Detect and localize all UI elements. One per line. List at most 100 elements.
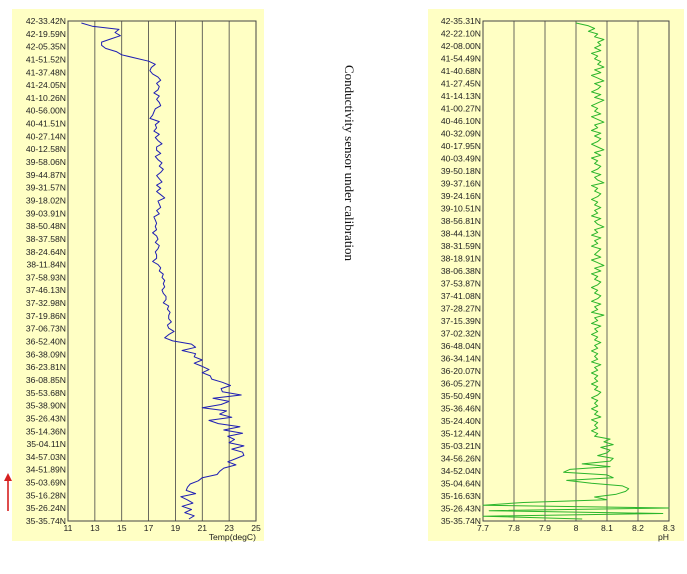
temp-y-tick-label: 37-46.13N [26, 285, 66, 295]
temp-y-tick-label: 35-53.68N [26, 388, 66, 398]
ph-series-line [482, 22, 670, 520]
temp-y-tick-label: 42-19.59N [26, 29, 66, 39]
ph-y-tick-label: 41-54.49N [441, 54, 481, 64]
ph-y-tick-label: 35-12.44N [441, 429, 481, 439]
ph-x-tick-label: 7.7 [477, 523, 489, 533]
temp-y-tick-label: 37-06.73N [26, 324, 66, 334]
temp-y-tick-label: 35-35.74N [26, 516, 66, 526]
temp-y-tick-label: 38-50.48N [26, 221, 66, 231]
ph-y-tick-label: 38-56.81N [441, 216, 481, 226]
temp-y-tick-label: 40-41.51N [26, 119, 66, 129]
temp-y-tick-label: 40-27.14N [26, 131, 66, 141]
temp-y-tick-label: 39-18.02N [26, 195, 66, 205]
ph-y-tick-label: 36-20.07N [441, 366, 481, 376]
temp-y-tick-label: 36-52.40N [26, 337, 66, 347]
ph-y-tick-label: 41-00.27N [441, 104, 481, 114]
temp-y-tick-label: 39-31.57N [26, 183, 66, 193]
ph-y-tick-label: 41-40.68N [441, 66, 481, 76]
temp-y-tick-label: 38-11.84N [27, 260, 67, 270]
temp-x-tick-label: 17 [144, 523, 154, 533]
temp-y-tick-label: 38-24.64N [26, 247, 66, 257]
temp-y-tick-label: 41-24.05N [26, 80, 66, 90]
ph-y-tick-label: 38-18.91N [441, 254, 481, 264]
temp-y-tick-label: 35-38.90N [26, 401, 66, 411]
ph-x-tick-label: 8.1 [601, 523, 613, 533]
ph-y-tick-label: 42-08.00N [441, 41, 481, 51]
ph-y-tick-label: 37-02.32N [441, 329, 481, 339]
ph-y-tick-label: 35-16.63N [441, 491, 481, 501]
ph-y-tick-label: 35-26.43N [441, 504, 481, 514]
ph-y-tick-label: 39-37.16N [441, 179, 481, 189]
temp-y-tick-label: 36-23.81N [26, 362, 66, 372]
temp-y-tick-label: 37-58.93N [26, 272, 66, 282]
temp-x-tick-label: 15 [117, 523, 127, 533]
temp-plot-frame [67, 20, 257, 522]
ph-y-tick-label: 38-44.13N [441, 229, 481, 239]
ph-y-tick-label: 40-03.49N [441, 154, 481, 164]
temp-y-tick-label: 34-51.89N [26, 465, 66, 475]
ph-y-tick-label: 34-56.26N [441, 454, 481, 464]
temp-y-tick-label: 36-38.09N [26, 349, 66, 359]
ph-y-tick-label: 39-10.51N [441, 204, 481, 214]
temp-y-tick-label: 35-03.69N [26, 478, 66, 488]
ph-y-tick-label: 35-24.40N [441, 416, 481, 426]
ph-y-tick-label: 40-32.09N [441, 129, 481, 139]
ph-chart: 7.7 7.8 7.9 8 8.1 8.2 8.3 42-35.31N 42-22.10N 42-… [441, 16, 675, 542]
ph-y-tick-label: 36-05.27N [441, 379, 481, 389]
ph-y-tick-label: 35-36.46N [441, 404, 481, 414]
temp-y-tick-label: 37-32.98N [26, 298, 66, 308]
temp-series-line [81, 22, 245, 520]
ph-y-tick-label: 35-03.21N [441, 441, 481, 451]
temp-x-axis-title: Temp(degC) [209, 532, 256, 542]
ph-y-tick-label: 35-50.49N [441, 391, 481, 401]
temperature-chart: 11 13 15 17 19 21 23 25 42-33.42N 42-19.59N 42-05.… [26, 16, 261, 542]
ph-y-tick-label: 36-34.14N [441, 354, 481, 364]
ph-y-tick-label: 41-27.45N [441, 79, 481, 89]
ph-y-tick-label: 37-15.39N [441, 316, 481, 326]
temp-y-tick-label: 35-16.28N [26, 490, 66, 500]
ph-y-tick-label: 41-14.13N [441, 91, 481, 101]
temp-y-tick-label: 36-08.85N [26, 375, 66, 385]
ph-y-tick-label: 40-46.10N [441, 116, 481, 126]
ph-x-axis-title: pH [658, 532, 669, 542]
temp-y-tick-label: 41-10.26N [26, 93, 66, 103]
side-note: Conductivity sensor under calibration [342, 65, 357, 262]
ph-x-tick-label: 7.9 [539, 523, 551, 533]
temperature-chart-panel: 11 13 15 17 19 21 23 25 42-33.42N 42-19.59N 42-05.… [12, 9, 264, 542]
temp-x-tick-label: 19 [171, 523, 181, 533]
temp-y-tick-label: 39-44.87N [26, 170, 66, 180]
ph-y-tick-label: 39-50.18N [441, 166, 481, 176]
temp-y-tick-label: 40-56.00N [26, 106, 66, 116]
temp-y-tick-label: 35-26.24N [26, 503, 66, 513]
temp-y-tick-label: 37-19.86N [26, 311, 66, 321]
temp-y-tick-label: 35-04.11N [27, 439, 67, 449]
ph-y-tick-label: 38-06.38N [441, 266, 481, 276]
temp-x-tick-label: 25 [251, 523, 261, 533]
temp-y-tick-label: 39-03.91N [26, 208, 66, 218]
ph-y-tick-label: 35-04.64N [441, 479, 481, 489]
temp-x-tick-label: 13 [90, 523, 100, 533]
temp-x-tick-label: 11 [64, 523, 73, 533]
ph-y-tick-label: 34-52.04N [441, 466, 481, 476]
ph-x-tick-label: 8 [574, 523, 579, 533]
ph-y-tick-label: 42-35.31N [441, 16, 481, 26]
ph-y-tick-label: 35-35.74N [441, 516, 481, 526]
ph-x-tick-label: 8.2 [632, 523, 644, 533]
temp-y-tick-label: 35-14.36N [26, 426, 66, 436]
arrow-head [4, 473, 12, 481]
ph-x-tick-label: 7.8 [508, 523, 520, 533]
ph-y-tick-label: 39-24.16N [441, 191, 481, 201]
ph-y-tick-label: 38-31.59N [441, 241, 481, 251]
temp-y-tick-label: 38-37.58N [26, 234, 66, 244]
ph-y-tick-label: 42-22.10N [441, 29, 481, 39]
temp-x-tick-label: 23 [224, 523, 234, 533]
ph-y-tick-label: 37-53.87N [441, 279, 481, 289]
temp-x-tick-label: 21 [198, 523, 208, 533]
temp-y-tick-label: 40-12.58N [26, 144, 66, 154]
ph-y-tick-label: 37-28.27N [441, 304, 481, 314]
temp-y-tick-label: 42-33.42N [26, 16, 66, 26]
temp-y-tick-label: 41-51.52N [26, 54, 66, 64]
ph-chart-panel: 7.7 7.8 7.9 8 8.1 8.2 8.3 42-35.31N 42-22.10N 42-… [428, 9, 684, 542]
temp-y-tick-label: 35-26.43N [26, 413, 66, 423]
up-arrow-icon [4, 473, 12, 511]
